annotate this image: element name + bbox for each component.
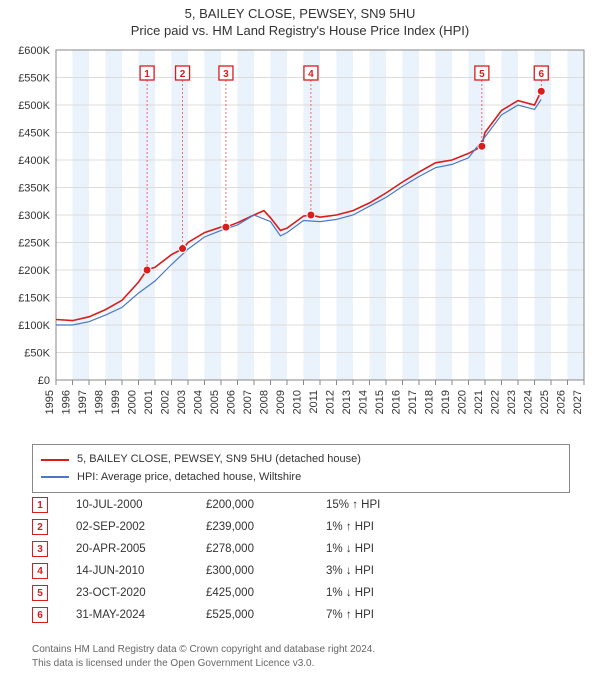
svg-text:£100K: £100K (18, 320, 50, 332)
tx-date: 31-MAY-2024 (76, 609, 206, 621)
svg-text:2014: 2014 (358, 390, 370, 414)
table-row: 1 10-JUL-2000£200,00015% ↑ HPI (32, 494, 570, 516)
svg-text:3: 3 (223, 69, 229, 80)
svg-text:£50K: £50K (24, 348, 50, 360)
title-sub: Price paid vs. HM Land Registry's House … (0, 23, 600, 38)
tx-date: 02-SEP-2002 (76, 521, 206, 533)
svg-text:1996: 1996 (61, 390, 73, 414)
table-row: 2 02-SEP-2002£239,0001% ↑ HPI (32, 516, 570, 538)
svg-text:2011: 2011 (308, 390, 320, 414)
svg-text:2000: 2000 (127, 390, 139, 414)
legend-swatch (41, 459, 69, 461)
table-row: 5 23-OCT-2020£425,0001% ↓ HPI (32, 582, 570, 604)
footer-line-1: Contains HM Land Registry data © Crown c… (32, 643, 375, 657)
svg-text:2008: 2008 (259, 390, 271, 414)
tx-marker: 1 (32, 497, 48, 513)
tx-diff: 1% ↓ HPI (326, 587, 446, 599)
tx-marker: 2 (32, 519, 48, 535)
tx-marker: 3 (32, 541, 48, 557)
svg-text:2009: 2009 (275, 390, 287, 414)
svg-text:1998: 1998 (94, 390, 106, 414)
svg-text:2: 2 (180, 69, 186, 80)
footer-line-2: This data is licensed under the Open Gov… (32, 657, 375, 671)
svg-text:2019: 2019 (440, 390, 452, 414)
tx-diff: 15% ↑ HPI (326, 499, 446, 511)
svg-text:£600K: £600K (18, 45, 50, 57)
table-row: 3 20-APR-2005£278,0001% ↓ HPI (32, 538, 570, 560)
price-chart: £0 £50K £100K £150K £200K £250K £300K £350K £400… (10, 44, 590, 434)
svg-text:£400K: £400K (18, 155, 50, 167)
tx-marker: 4 (32, 563, 48, 579)
svg-text:2021: 2021 (473, 390, 485, 414)
legend: 5, BAILEY CLOSE, PEWSEY, SN9 5HU (detach… (32, 444, 570, 493)
svg-text:£450K: £450K (18, 128, 50, 140)
svg-text:2013: 2013 (341, 390, 353, 414)
svg-text:1: 1 (144, 69, 150, 80)
transaction-table: 1 10-JUL-2000£200,00015% ↑ HPI 2 02-SEP-200… (32, 494, 570, 626)
tx-date: 20-APR-2005 (76, 543, 206, 555)
legend-swatch (41, 476, 69, 478)
tx-marker: 6 (32, 607, 48, 623)
svg-text:2010: 2010 (292, 390, 304, 414)
svg-text:£0: £0 (38, 375, 50, 387)
svg-text:£150K: £150K (18, 293, 50, 305)
svg-text:2027: 2027 (572, 390, 584, 414)
svg-text:2012: 2012 (325, 390, 337, 414)
svg-text:4: 4 (308, 69, 314, 80)
tx-diff: 1% ↑ HPI (326, 521, 446, 533)
tx-diff: 3% ↓ HPI (326, 565, 446, 577)
tx-price: £200,000 (206, 499, 326, 511)
legend-item: 5, BAILEY CLOSE, PEWSEY, SN9 5HU (detach… (41, 451, 561, 469)
svg-text:2004: 2004 (193, 390, 205, 414)
tx-price: £278,000 (206, 543, 326, 555)
svg-text:2026: 2026 (556, 390, 568, 414)
tx-diff: 7% ↑ HPI (326, 609, 446, 621)
tx-date: 23-OCT-2020 (76, 587, 206, 599)
svg-text:2017: 2017 (407, 390, 419, 414)
svg-text:2007: 2007 (242, 390, 254, 414)
svg-text:£500K: £500K (18, 100, 50, 112)
tx-date: 10-JUL-2000 (76, 499, 206, 511)
tx-diff: 1% ↓ HPI (326, 543, 446, 555)
svg-text:1999: 1999 (110, 390, 122, 414)
legend-label: HPI: Average price, detached house, Wilt… (77, 469, 301, 487)
svg-text:2006: 2006 (226, 390, 238, 414)
title-address: 5, BAILEY CLOSE, PEWSEY, SN9 5HU (0, 6, 600, 21)
svg-text:2018: 2018 (424, 390, 436, 414)
tx-price: £300,000 (206, 565, 326, 577)
table-row: 6 31-MAY-2024£525,0007% ↑ HPI (32, 604, 570, 626)
svg-text:2003: 2003 (176, 390, 188, 414)
svg-text:2023: 2023 (506, 390, 518, 414)
svg-text:2015: 2015 (374, 390, 386, 414)
svg-text:5: 5 (479, 69, 485, 80)
tx-price: £525,000 (206, 609, 326, 621)
svg-text:£350K: £350K (18, 183, 50, 195)
svg-text:£300K: £300K (18, 210, 50, 222)
tx-date: 14-JUN-2010 (76, 565, 206, 577)
svg-text:2025: 2025 (539, 390, 551, 414)
svg-text:£550K: £550K (18, 73, 50, 85)
tx-price: £425,000 (206, 587, 326, 599)
tx-marker: 5 (32, 585, 48, 601)
svg-text:2001: 2001 (143, 390, 155, 414)
svg-text:2005: 2005 (209, 390, 221, 414)
legend-item: HPI: Average price, detached house, Wilt… (41, 469, 561, 487)
table-row: 4 14-JUN-2010£300,0003% ↓ HPI (32, 560, 570, 582)
svg-text:£250K: £250K (18, 238, 50, 250)
svg-text:2002: 2002 (160, 390, 172, 414)
svg-text:1995: 1995 (44, 390, 56, 414)
svg-text:6: 6 (538, 69, 544, 80)
svg-text:£200K: £200K (18, 265, 50, 277)
svg-text:2020: 2020 (457, 390, 469, 414)
svg-text:2024: 2024 (523, 390, 535, 414)
svg-text:2022: 2022 (490, 390, 502, 414)
svg-text:2016: 2016 (391, 390, 403, 414)
legend-label: 5, BAILEY CLOSE, PEWSEY, SN9 5HU (detach… (77, 451, 361, 469)
svg-text:1997: 1997 (77, 390, 89, 414)
footer-attribution: Contains HM Land Registry data © Crown c… (32, 643, 375, 670)
tx-price: £239,000 (206, 521, 326, 533)
